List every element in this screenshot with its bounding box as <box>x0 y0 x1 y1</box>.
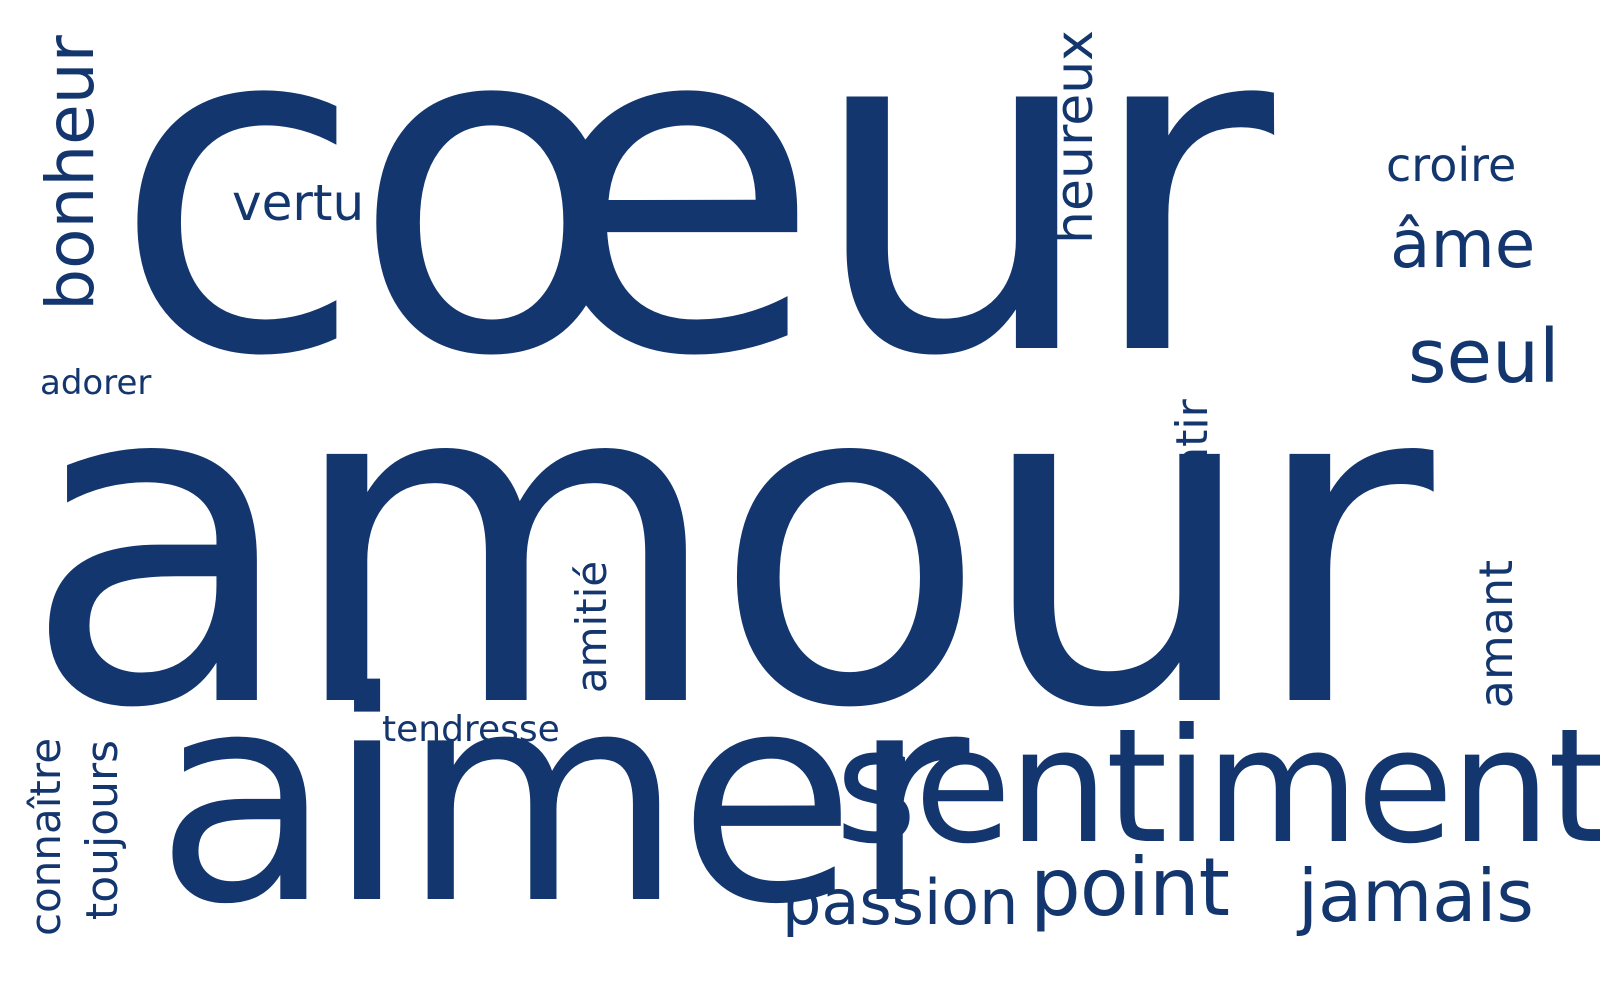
word-ame: âme <box>1390 206 1536 283</box>
word-amour: amour <box>22 283 1434 807</box>
word-amitie: amitié <box>567 560 616 694</box>
word-vertu: vertu <box>232 174 365 232</box>
word-amant: amant <box>1469 559 1523 709</box>
word-point: point <box>1030 841 1230 934</box>
word-sentiment: sentiment <box>835 695 1600 879</box>
word-sentir: sentir <box>1167 399 1218 525</box>
word-passion: passion <box>782 866 1019 939</box>
word-connaitre: connaître <box>21 737 70 937</box>
word-tendresse: tendresse <box>382 709 560 750</box>
word-heureux: heureux <box>1045 30 1105 244</box>
word-croire: croire <box>1386 138 1517 192</box>
word-jamais: jamais <box>1298 854 1534 938</box>
word-toujours: toujours <box>77 739 128 921</box>
word-coeur: cœur <box>112 0 1274 457</box>
word-seul: seul <box>1408 314 1560 400</box>
word-aimer: aimer <box>155 631 969 968</box>
word-bonheur: bonheur <box>32 35 109 311</box>
word-adorer: adorer <box>40 363 152 403</box>
